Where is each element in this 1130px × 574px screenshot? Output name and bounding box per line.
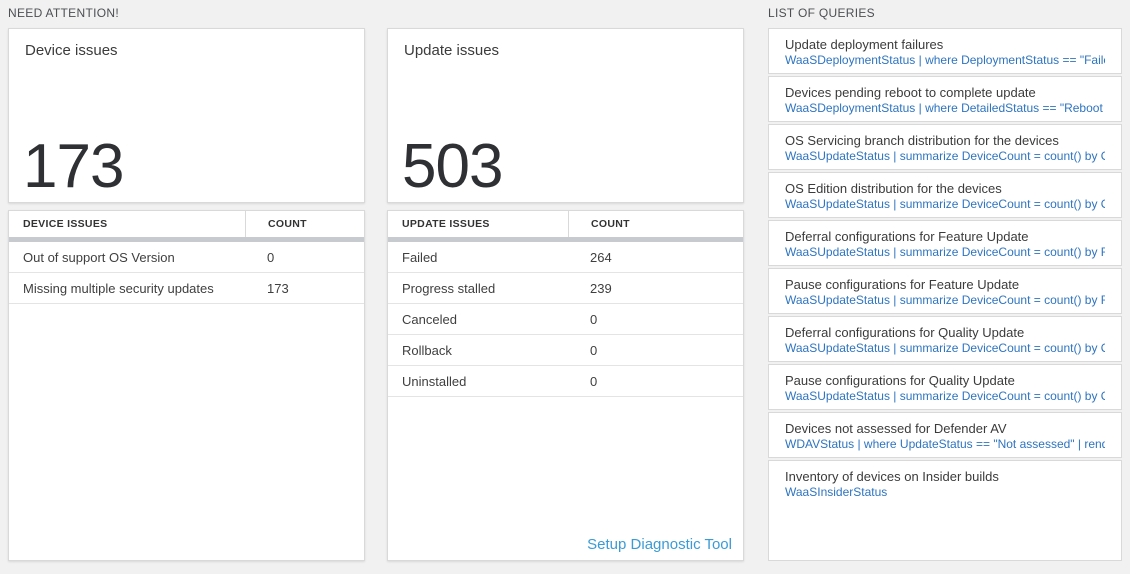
update-issues-count: 503 (402, 132, 503, 201)
query-text: WaaSUpdateStatus | summarize DeviceCount… (785, 197, 1105, 211)
issue-label: Out of support OS Version (23, 249, 175, 265)
issue-count: 264 (590, 249, 612, 265)
query-text: WaaSUpdateStatus | summarize DeviceCount… (785, 341, 1105, 355)
table-row[interactable]: Uninstalled 0 (388, 366, 743, 397)
issue-count: 239 (590, 280, 612, 296)
device-issues-title: Device issues (25, 42, 118, 59)
device-issues-table-body: Out of support OS Version 0 Missing mult… (9, 242, 364, 304)
query-list-item[interactable]: Pause configurations for Feature Update … (768, 268, 1122, 314)
query-text: WaaSUpdateStatus | summarize DeviceCount… (785, 245, 1105, 259)
query-title: OS Edition distribution for the devices (785, 181, 1002, 196)
query-text: WaaSUpdateStatus | summarize DeviceCount… (785, 149, 1105, 163)
issue-count: 0 (590, 373, 598, 389)
query-list-item[interactable]: Devices not assessed for Defender AV WDA… (768, 412, 1122, 458)
update-issues-column-header: UPDATE ISSUES (402, 218, 490, 230)
issue-label: Rollback (402, 342, 452, 358)
update-issues-tile[interactable]: Update issues 503 (387, 28, 744, 203)
query-text: WaaSDeploymentStatus | where DeploymentS… (785, 53, 1105, 67)
query-text: WaaSUpdateStatus | summarize DeviceCount… (785, 389, 1105, 403)
issue-label: Canceled (402, 311, 457, 327)
table-row[interactable]: Missing multiple security updates 173 (9, 273, 364, 304)
device-issues-tile[interactable]: Device issues 173 (8, 28, 365, 203)
issue-count: 173 (267, 280, 289, 296)
query-title: Update deployment failures (785, 37, 944, 52)
query-list-item[interactable]: Update deployment failures WaaSDeploymen… (768, 28, 1122, 74)
query-list-item[interactable]: Pause configurations for Quality Update … (768, 364, 1122, 410)
issue-label: Missing multiple security updates (23, 280, 214, 296)
query-list: Update deployment failures WaaSDeploymen… (768, 28, 1122, 563)
device-issues-column-header: DEVICE ISSUES (23, 218, 108, 230)
update-issues-table: UPDATE ISSUES COUNT Failed 264 Progress … (387, 210, 744, 561)
update-issues-table-header: UPDATE ISSUES COUNT (388, 211, 743, 237)
query-title: Devices not assessed for Defender AV (785, 421, 1007, 436)
table-header-divider (9, 237, 364, 242)
query-list-item[interactable]: OS Edition distribution for the devices … (768, 172, 1122, 218)
query-title: Deferral configurations for Feature Upda… (785, 229, 1029, 244)
query-title: Pause configurations for Quality Update (785, 373, 1015, 388)
query-title: Deferral configurations for Quality Upda… (785, 325, 1025, 340)
query-text: WaaSDeploymentStatus | where DetailedSta… (785, 101, 1105, 115)
table-row[interactable]: Failed 264 (388, 242, 743, 273)
device-issues-table: DEVICE ISSUES COUNT Out of support OS Ve… (8, 210, 365, 561)
table-header-divider (388, 237, 743, 242)
query-list-item[interactable]: Deferral configurations for Quality Upda… (768, 316, 1122, 362)
query-title: OS Servicing branch distribution for the… (785, 133, 1059, 148)
issue-label: Uninstalled (402, 373, 467, 389)
table-row[interactable]: Out of support OS Version 0 (9, 242, 364, 273)
table-row[interactable]: Progress stalled 239 (388, 273, 743, 304)
query-title: Devices pending reboot to complete updat… (785, 85, 1036, 100)
count-column-header: COUNT (568, 211, 743, 237)
issue-count: 0 (590, 311, 598, 327)
table-row[interactable]: Canceled 0 (388, 304, 743, 335)
list-of-queries-header: LIST OF QUERIES (768, 6, 875, 20)
query-title: Inventory of devices on Insider builds (785, 469, 999, 484)
query-list-item[interactable]: Inventory of devices on Insider builds W… (768, 460, 1122, 561)
device-issues-count: 173 (23, 132, 124, 201)
query-list-item[interactable]: OS Servicing branch distribution for the… (768, 124, 1122, 170)
count-column-header: COUNT (245, 211, 364, 237)
setup-diagnostic-tool-link[interactable]: Setup Diagnostic Tool (587, 536, 732, 553)
issue-count: 0 (267, 249, 275, 265)
query-text: WaaSUpdateStatus | summarize DeviceCount… (785, 293, 1105, 307)
query-title: Pause configurations for Feature Update (785, 277, 1020, 292)
table-row[interactable]: Rollback 0 (388, 335, 743, 366)
query-list-item[interactable]: Deferral configurations for Feature Upda… (768, 220, 1122, 266)
query-list-item[interactable]: Devices pending reboot to complete updat… (768, 76, 1122, 122)
issue-label: Failed (402, 249, 438, 265)
update-issues-table-body: Failed 264 Progress stalled 239 Canceled… (388, 242, 743, 397)
need-attention-header: NEED ATTENTION! (8, 6, 119, 20)
query-text: WaaSInsiderStatus (785, 485, 888, 499)
device-issues-table-header: DEVICE ISSUES COUNT (9, 211, 364, 237)
issue-count: 0 (590, 342, 598, 358)
update-issues-title: Update issues (404, 42, 500, 59)
issue-label: Progress stalled (402, 280, 496, 296)
query-text: WDAVStatus | where UpdateStatus == "Not … (785, 437, 1105, 451)
